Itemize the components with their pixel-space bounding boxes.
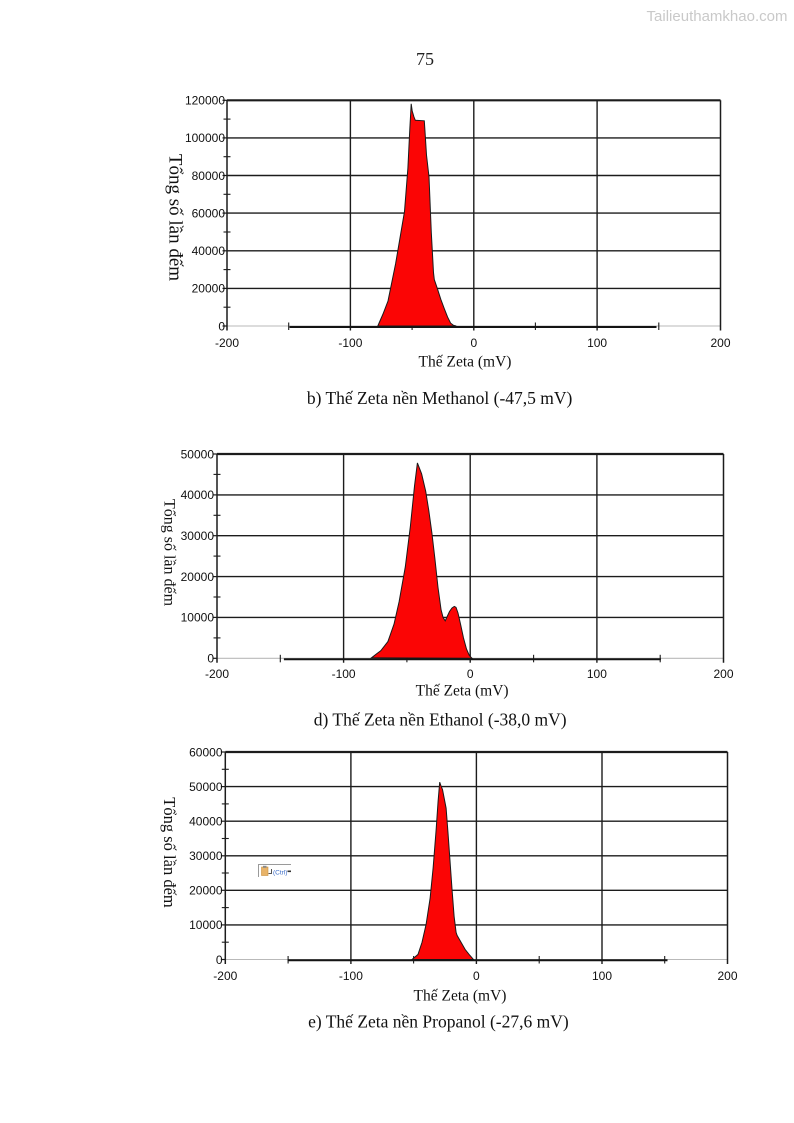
svg-text:50000: 50000 [181,447,215,461]
svg-text:100: 100 [592,969,612,983]
svg-text:20000: 20000 [181,570,215,584]
svg-text:0: 0 [207,652,214,666]
svg-text:0: 0 [473,969,480,983]
svg-text:(Ctrl): (Ctrl) [273,870,287,877]
svg-text:40000: 40000 [189,815,223,829]
svg-text:Thế Zeta (mV): Thế Zeta (mV) [419,354,512,371]
svg-text:Thế Zeta (mV): Thế Zeta (mV) [414,988,507,1005]
svg-text:60000: 60000 [189,745,223,759]
svg-text:Tổng số lần đếm: Tổng số lần đếm [160,797,179,908]
svg-text:Tổng số lần đếm: Tổng số lần đếm [164,154,185,281]
svg-text:40000: 40000 [181,488,215,502]
svg-text:-200: -200 [215,336,239,350]
svg-text:Tailieuthamkhao.com: Tailieuthamkhao.com [647,8,788,25]
svg-text:0: 0 [218,319,225,333]
svg-text:200: 200 [710,336,730,350]
svg-text:20000: 20000 [189,884,223,898]
svg-text:40000: 40000 [192,244,226,258]
svg-text:-100: -100 [338,336,362,350]
svg-text:60000: 60000 [192,206,226,220]
svg-text:100: 100 [587,667,607,681]
svg-text:10000: 10000 [181,611,215,625]
svg-text:10000: 10000 [189,918,223,932]
svg-text:30000: 30000 [189,849,223,863]
svg-text:-200: -200 [205,667,229,681]
svg-text:20000: 20000 [192,282,226,296]
svg-text:Tailieuthamkhao.com: Tailieuthamkhao.com [648,10,789,27]
svg-text:Thế Zeta (mV): Thế Zeta (mV) [416,683,509,700]
svg-text:d) Thế Zeta nền Ethanol (-38,0: d) Thế Zeta nền Ethanol (-38,0 mV) [314,710,567,730]
svg-text:e) Thế Zeta nền Propanol (-27,: e) Thế Zeta nền Propanol (-27,6 mV) [308,1012,569,1032]
svg-text:120000: 120000 [185,94,225,108]
svg-text:100: 100 [587,336,607,350]
svg-text:-200: -200 [213,969,237,983]
svg-text:0: 0 [216,953,223,967]
svg-text:0: 0 [467,667,474,681]
svg-text:30000: 30000 [181,529,215,543]
svg-text:200: 200 [713,667,733,681]
svg-text:50000: 50000 [189,780,223,794]
svg-text:75: 75 [416,49,434,69]
svg-text:Tổng số lần đếm: Tổng số lần đếm [161,499,178,607]
svg-text:b) Thế Zeta nền Methanol (-47,: b) Thế Zeta nền Methanol (-47,5 mV) [307,388,573,408]
svg-text:100000: 100000 [185,131,225,145]
svg-text:-100: -100 [339,969,363,983]
svg-text:-100: -100 [332,667,356,681]
svg-text:0: 0 [470,336,477,350]
svg-text:80000: 80000 [192,169,226,183]
svg-text:200: 200 [717,969,737,983]
